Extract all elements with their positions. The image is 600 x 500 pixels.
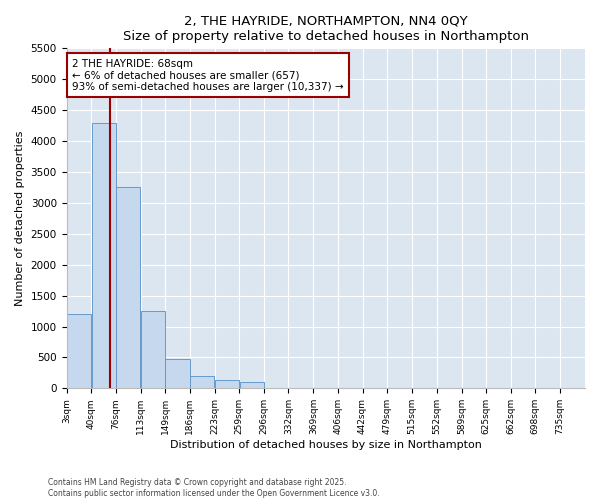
Text: Contains HM Land Registry data © Crown copyright and database right 2025.
Contai: Contains HM Land Registry data © Crown c… [48, 478, 380, 498]
Bar [116, 188, 140, 388]
Text: 2 THE HAYRIDE: 68sqm
← 6% of detached houses are smaller (657)
93% of semi-detac: 2 THE HAYRIDE: 68sqm ← 6% of detached ho… [72, 58, 343, 92]
Bar [67, 314, 91, 388]
X-axis label: Distribution of detached houses by size in Northampton: Distribution of detached houses by size … [170, 440, 482, 450]
Bar [166, 358, 190, 388]
Y-axis label: Number of detached properties: Number of detached properties [15, 130, 25, 306]
Bar [239, 382, 263, 388]
Bar [141, 311, 165, 388]
Bar [215, 380, 239, 388]
Bar [190, 376, 214, 388]
Bar [92, 122, 116, 388]
Title: 2, THE HAYRIDE, NORTHAMPTON, NN4 0QY
Size of property relative to detached house: 2, THE HAYRIDE, NORTHAMPTON, NN4 0QY Siz… [123, 15, 529, 43]
